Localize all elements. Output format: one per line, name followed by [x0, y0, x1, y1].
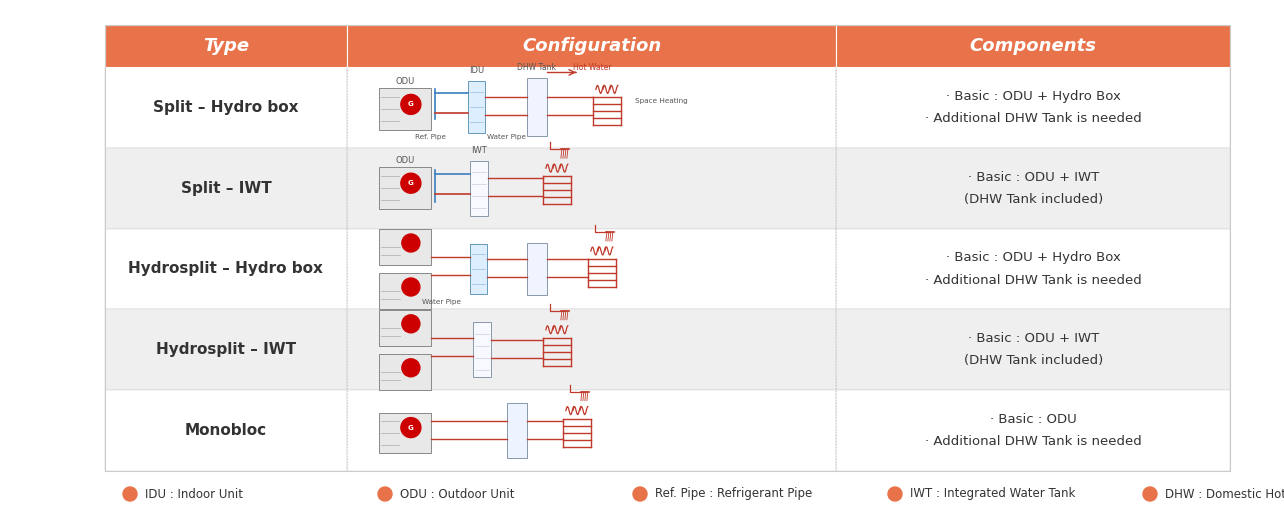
Circle shape [401, 94, 421, 114]
Text: Split – IWT: Split – IWT [181, 181, 271, 195]
Bar [379, 412, 431, 452]
Bar [473, 322, 490, 377]
Text: ODU: ODU [395, 77, 415, 86]
Bar [347, 148, 836, 229]
Text: Components: Components [969, 37, 1097, 55]
Bar [526, 243, 547, 295]
Text: Split – Hydro box: Split – Hydro box [153, 100, 299, 115]
Text: · Additional DHW Tank is needed: · Additional DHW Tank is needed [924, 435, 1141, 448]
Bar [347, 309, 836, 390]
Circle shape [402, 315, 420, 333]
Text: Water Pipe: Water Pipe [488, 134, 526, 141]
Text: · Additional DHW Tank is needed: · Additional DHW Tank is needed [924, 273, 1141, 286]
Text: · Basic : ODU + IWT: · Basic : ODU + IWT [968, 332, 1099, 345]
Bar [347, 25, 836, 67]
Text: Configuration: Configuration [521, 37, 661, 55]
Bar [379, 229, 431, 265]
Bar [105, 25, 347, 67]
Bar [470, 244, 488, 294]
Bar [379, 273, 431, 309]
Text: Water Pipe: Water Pipe [422, 299, 461, 305]
Text: Monobloc: Monobloc [185, 423, 267, 438]
Bar [526, 78, 547, 136]
Bar [470, 161, 488, 215]
Text: IWT: IWT [471, 146, 487, 155]
Text: IDU : Indoor Unit: IDU : Indoor Unit [145, 487, 243, 501]
Text: ODU : Outdoor Unit: ODU : Outdoor Unit [401, 487, 515, 501]
Bar [836, 390, 1230, 471]
Circle shape [401, 418, 421, 438]
Text: · Basic : ODU: · Basic : ODU [990, 413, 1076, 426]
Circle shape [1143, 487, 1157, 501]
Bar [507, 403, 526, 458]
Bar [379, 88, 431, 130]
Text: · Additional DHW Tank is needed: · Additional DHW Tank is needed [924, 112, 1141, 125]
Bar [379, 310, 431, 346]
Text: IDU: IDU [470, 66, 484, 75]
Bar [105, 229, 347, 309]
Bar [105, 67, 347, 148]
Text: · Basic : ODU + IWT: · Basic : ODU + IWT [968, 171, 1099, 184]
Circle shape [401, 173, 421, 193]
Bar [347, 390, 836, 471]
Text: (DHW Tank included): (DHW Tank included) [963, 193, 1103, 206]
Bar [105, 390, 347, 471]
Bar [105, 309, 347, 390]
Text: · Basic : ODU + Hydro Box: · Basic : ODU + Hydro Box [946, 90, 1121, 103]
Bar [836, 148, 1230, 229]
Bar [379, 354, 431, 390]
Text: Ref. Pipe : Refrigerant Pipe: Ref. Pipe : Refrigerant Pipe [655, 487, 813, 501]
Circle shape [402, 359, 420, 377]
Text: Space Heating: Space Heating [634, 98, 688, 105]
Bar [105, 25, 1230, 471]
Bar [836, 25, 1230, 67]
Text: ODU: ODU [395, 156, 415, 165]
Circle shape [889, 487, 901, 501]
Bar [836, 67, 1230, 148]
Bar [105, 148, 347, 229]
Text: Type: Type [203, 37, 249, 55]
Circle shape [402, 234, 420, 252]
Text: DHW : Domestic Hot Water: DHW : Domestic Hot Water [1165, 487, 1284, 501]
Bar [347, 67, 836, 148]
Text: DHW Tank: DHW Tank [517, 63, 556, 72]
Circle shape [123, 487, 137, 501]
Bar [836, 309, 1230, 390]
Text: G: G [408, 102, 413, 107]
Bar [347, 229, 836, 309]
Text: (DHW Tank included): (DHW Tank included) [963, 354, 1103, 367]
Bar [836, 229, 1230, 309]
Text: IWT : Integrated Water Tank: IWT : Integrated Water Tank [910, 487, 1076, 501]
Bar [469, 82, 485, 133]
Text: Hydrosplit – Hydro box: Hydrosplit – Hydro box [128, 262, 324, 277]
Text: Hydrosplit – IWT: Hydrosplit – IWT [155, 342, 297, 357]
Circle shape [377, 487, 392, 501]
Text: · Basic : ODU + Hydro Box: · Basic : ODU + Hydro Box [946, 251, 1121, 265]
Text: Ref. Pipe: Ref. Pipe [416, 134, 447, 141]
Circle shape [402, 278, 420, 296]
Text: G: G [408, 180, 413, 186]
Circle shape [633, 487, 647, 501]
Text: G: G [408, 425, 413, 430]
Bar [379, 167, 431, 209]
Text: Hot Water: Hot Water [573, 63, 611, 72]
